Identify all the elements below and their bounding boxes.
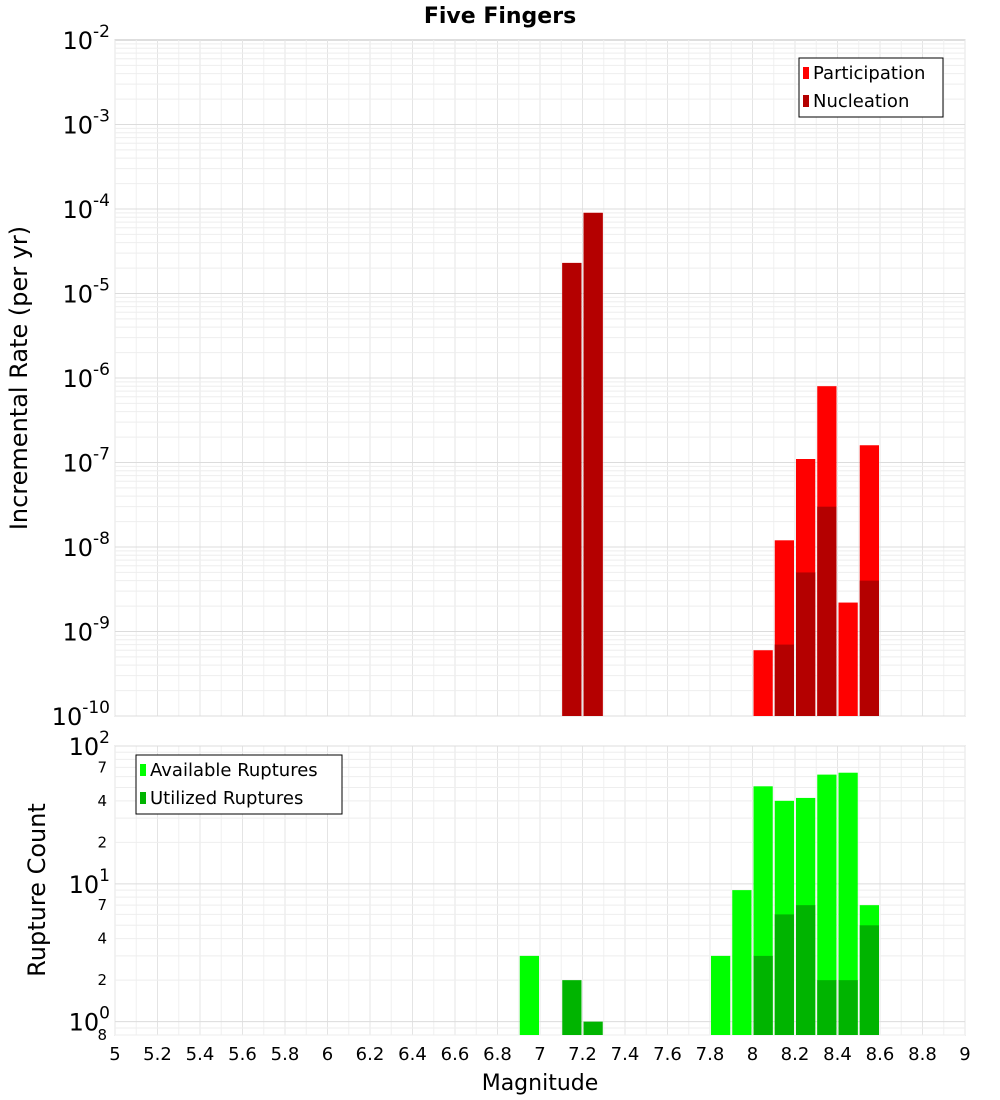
- x-tick-label: 6.4: [398, 1044, 427, 1065]
- top-nucleation-bar: [817, 506, 837, 716]
- x-tick-label: 5.6: [228, 1044, 257, 1065]
- x-tick-label: 7: [534, 1044, 545, 1065]
- x-tick-label: 7.2: [568, 1044, 597, 1065]
- bottom-y-minor-tick-label: 2: [97, 971, 107, 989]
- top-y-tick-label: 10-3: [63, 107, 111, 140]
- bottom-y-minor-tick-label: 4: [97, 930, 107, 948]
- top-participation-bar: [753, 650, 773, 716]
- top-participation-bar: [838, 602, 858, 716]
- bottom-utilized-bar: [817, 980, 837, 1035]
- top-y-tick-label: 10-6: [63, 360, 111, 393]
- top-bars: [562, 212, 879, 716]
- top-y-tick-label: 10-10: [52, 698, 110, 731]
- x-axis-label: Magnitude: [482, 1071, 599, 1096]
- bottom-utilized-bar: [796, 905, 816, 1035]
- top-y-axis-label: Incremental Rate (per yr): [5, 226, 33, 530]
- x-tick-label: 6.8: [483, 1044, 512, 1065]
- bottom-legend: Available Ruptures Utilized Ruptures: [135, 754, 343, 815]
- top-legend-box: [798, 57, 944, 118]
- utilized-legend-label: Utilized Ruptures: [150, 788, 303, 809]
- x-tick-label: 6.6: [441, 1044, 470, 1065]
- bottom-y-minor-tick-label: 8: [97, 1026, 107, 1044]
- x-tick-label: 5: [109, 1044, 120, 1065]
- top-y-tick-label: 10-5: [63, 276, 111, 309]
- x-tick-label: 8.8: [908, 1044, 937, 1065]
- top-grid: [114, 40, 966, 717]
- bottom-y-axis-label: Rupture Count: [23, 803, 51, 977]
- x-tick-label: 6: [322, 1044, 333, 1065]
- bottom-available-bar: [519, 955, 539, 1035]
- bottom-y-minor-tick-label: 2: [97, 833, 107, 851]
- x-tick-label: 7.4: [611, 1044, 640, 1065]
- bottom-utilized-bar: [753, 955, 773, 1035]
- x-tick-label: 5.8: [271, 1044, 300, 1065]
- bottom-y-minor-tick-label: 4: [97, 792, 107, 810]
- bottom-utilized-bar: [583, 1021, 603, 1035]
- x-tick-label: 5.2: [143, 1044, 172, 1065]
- x-tick-label: 6.2: [356, 1044, 385, 1065]
- participation-legend-swatch: [803, 67, 809, 79]
- bottom-utilized-bar: [774, 914, 794, 1035]
- bottom-utilized-bar: [562, 980, 582, 1035]
- x-tick-label: 9: [959, 1044, 970, 1065]
- top-nucleation-bar: [562, 262, 582, 716]
- bottom-utilized-bar: [859, 925, 879, 1035]
- bottom-y-minor-tick-label: 7: [97, 758, 107, 776]
- bottom-y-major-tick-label: 100: [69, 1004, 110, 1037]
- top-nucleation-bar: [859, 580, 879, 716]
- x-tick-label: 8: [747, 1044, 758, 1065]
- top-legend: Participation Nucleation: [798, 57, 944, 118]
- top-y-tick-label: 10-2: [63, 22, 111, 55]
- bottom-available-bar: [711, 955, 731, 1035]
- x-tick-label: 8.2: [781, 1044, 810, 1065]
- top-nucleation-bar: [796, 572, 816, 716]
- top-nucleation-bar: [774, 644, 794, 716]
- top-y-tick-label: 10-9: [63, 614, 111, 647]
- available-legend-swatch: [140, 764, 146, 776]
- top-y-tick-labels: 10-10 10-9 10-8 10-7 10-6 10-5 10-4 10-3 10-2: [52, 22, 110, 731]
- utilized-legend-swatch: [140, 792, 146, 804]
- top-nucleation-bar: [583, 212, 603, 716]
- bottom-bars: [519, 772, 879, 1035]
- bottom-available-bar: [817, 774, 837, 1035]
- bottom-utilized-bar: [838, 980, 858, 1035]
- x-tick-labels: 5 5.2 5.4 5.6 5.8 6 6.2 6.4 6.6 6.8 7 7.2 7.4 7.6 7.8 8…: [109, 1044, 970, 1065]
- bottom-y-minor-tick-label: 7: [97, 896, 107, 914]
- top-y-tick-label: 10-7: [63, 445, 111, 478]
- bottom-legend-box: [135, 754, 343, 815]
- x-tick-label: 7.6: [653, 1044, 682, 1065]
- top-y-tick-label: 10-4: [63, 191, 111, 224]
- x-tick-label: 7.8: [696, 1044, 725, 1065]
- chart-title: Five Fingers: [424, 4, 576, 29]
- top-y-tick-label: 10-8: [63, 529, 111, 562]
- bottom-y-major-tick-label: 102: [69, 728, 110, 761]
- top-plot-panel: 10-10 10-9 10-8 10-7 10-6 10-5 10-4 10-3 10-2 In…: [5, 22, 966, 731]
- x-tick-label: 8.6: [866, 1044, 895, 1065]
- bottom-plot-panel: 100 101 102 8 2 4 7 2 4 7 Rupture Count Available…: [23, 728, 966, 1044]
- bottom-available-bar: [838, 772, 858, 1035]
- participation-legend-label: Participation: [813, 63, 925, 84]
- x-tick-label: 8.4: [823, 1044, 852, 1065]
- bottom-available-bar: [732, 890, 752, 1035]
- x-tick-label: 5.4: [186, 1044, 215, 1065]
- bottom-y-major-tick-label: 101: [69, 866, 110, 899]
- nucleation-legend-swatch: [803, 95, 809, 107]
- bottom-y-tick-labels: 100 101 102 8 2 4 7 2 4 7: [69, 728, 110, 1044]
- available-legend-label: Available Ruptures: [150, 760, 318, 781]
- nucleation-legend-label: Nucleation: [813, 91, 909, 112]
